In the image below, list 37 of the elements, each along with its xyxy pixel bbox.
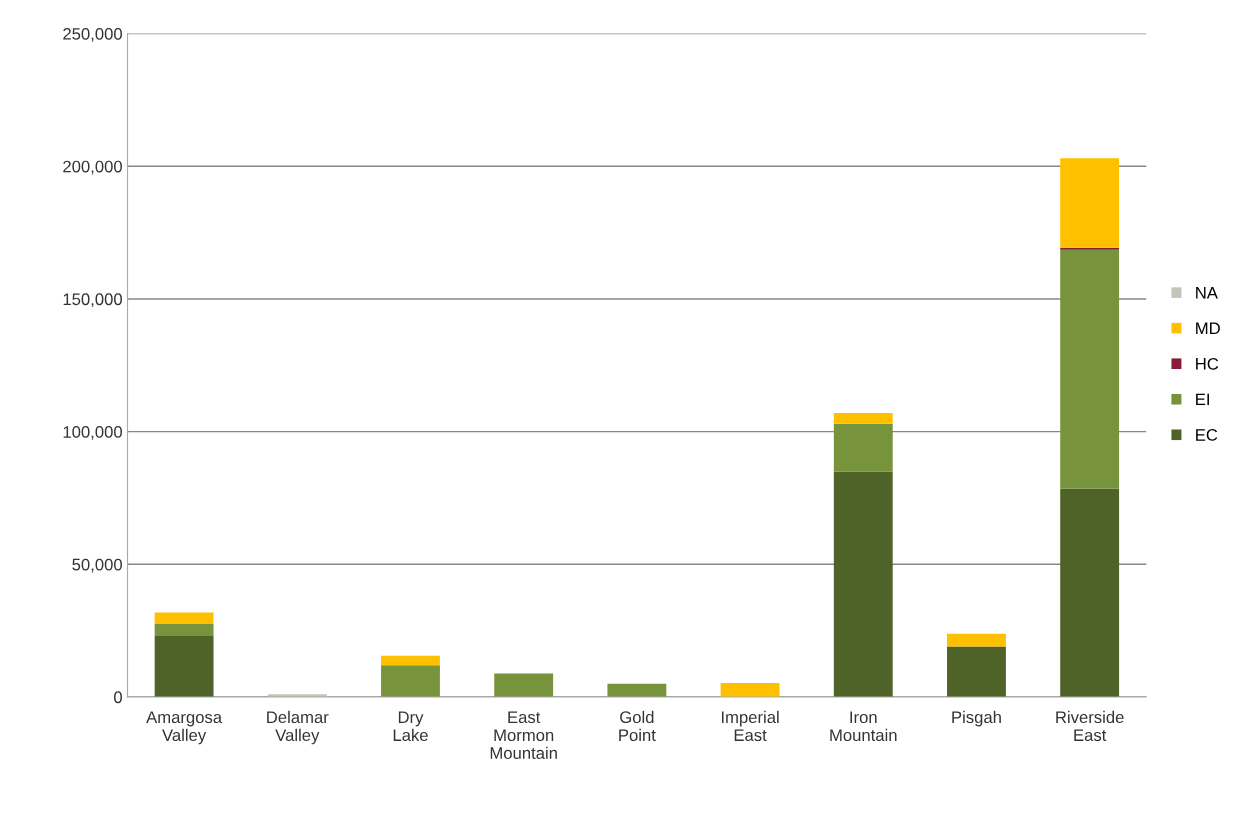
bar — [381, 655, 440, 666]
bar — [833, 413, 893, 424]
y-tick-label: 150,000 — [63, 293, 122, 308]
x-tick-label: Gold Point — [619, 710, 656, 742]
bar — [1060, 158, 1120, 248]
y-tick-label: 250,000 — [63, 27, 122, 42]
x-tick-label: Amargosa Valley — [146, 711, 223, 745]
bar — [381, 665, 440, 697]
x-tick-label: Imperial East — [721, 710, 779, 742]
x-tick-label: Delamar Valley — [267, 710, 329, 745]
x-tick-label: East Mormon Mountain — [490, 711, 557, 759]
legend-label: MD — [1196, 322, 1220, 335]
x-tick-label: Pisgah — [952, 710, 1001, 727]
y-tick-label: 0 — [114, 691, 122, 704]
bar — [947, 633, 1006, 647]
legend-label: HC — [1196, 357, 1219, 370]
legend-label: EC — [1196, 429, 1218, 441]
x-tick-label: Iron Mountain — [830, 711, 897, 742]
x-tick-label: Riverside East — [1056, 710, 1124, 742]
bar — [833, 471, 893, 697]
bar — [833, 423, 893, 472]
bar — [154, 635, 214, 697]
bar — [494, 673, 554, 697]
legend-label: EI — [1196, 393, 1209, 406]
x-tick-label: Dry Lake — [393, 711, 428, 742]
y-tick-label: 200,000 — [63, 160, 122, 175]
bar — [1060, 247, 1120, 250]
bar — [1060, 249, 1120, 489]
bar — [154, 612, 214, 624]
bar — [1060, 488, 1120, 697]
bar — [720, 682, 780, 697]
bar — [154, 624, 214, 636]
bar — [947, 646, 1006, 697]
bar — [607, 683, 667, 697]
y-tick-label: 100,000 — [63, 426, 122, 440]
legend-label: NA — [1196, 287, 1218, 299]
y-tick-label: 50,000 — [72, 558, 122, 573]
